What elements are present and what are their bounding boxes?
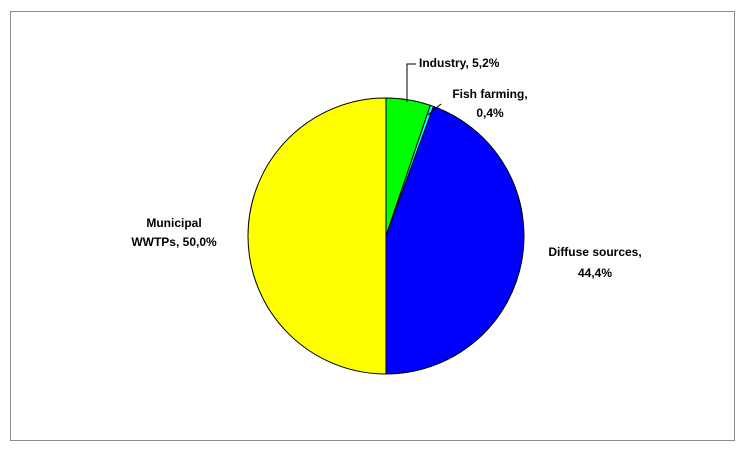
industry-leader-line — [406, 63, 416, 102]
label-fish-farming-line1: Fish farming, — [452, 87, 527, 101]
label-industry: Industry, 5,2% — [419, 56, 500, 70]
pie-slice-diffuse-sources — [385, 105, 525, 375]
label-fish-farming-line2: 0,4% — [476, 106, 504, 120]
label-diffuse-sources-line2: 44,4% — [578, 266, 612, 280]
fish-farming-leader-line — [427, 103, 442, 116]
label-diffuse-sources-line1: Diffuse sources, — [548, 245, 641, 259]
pie-slice-municipal-wwtps — [247, 97, 387, 375]
label-municipal-wwtps-line2: WWTPs, 50,0% — [131, 235, 217, 249]
label-municipal-wwtps-line1: Municipal — [146, 216, 201, 230]
pie-slices — [247, 97, 525, 375]
